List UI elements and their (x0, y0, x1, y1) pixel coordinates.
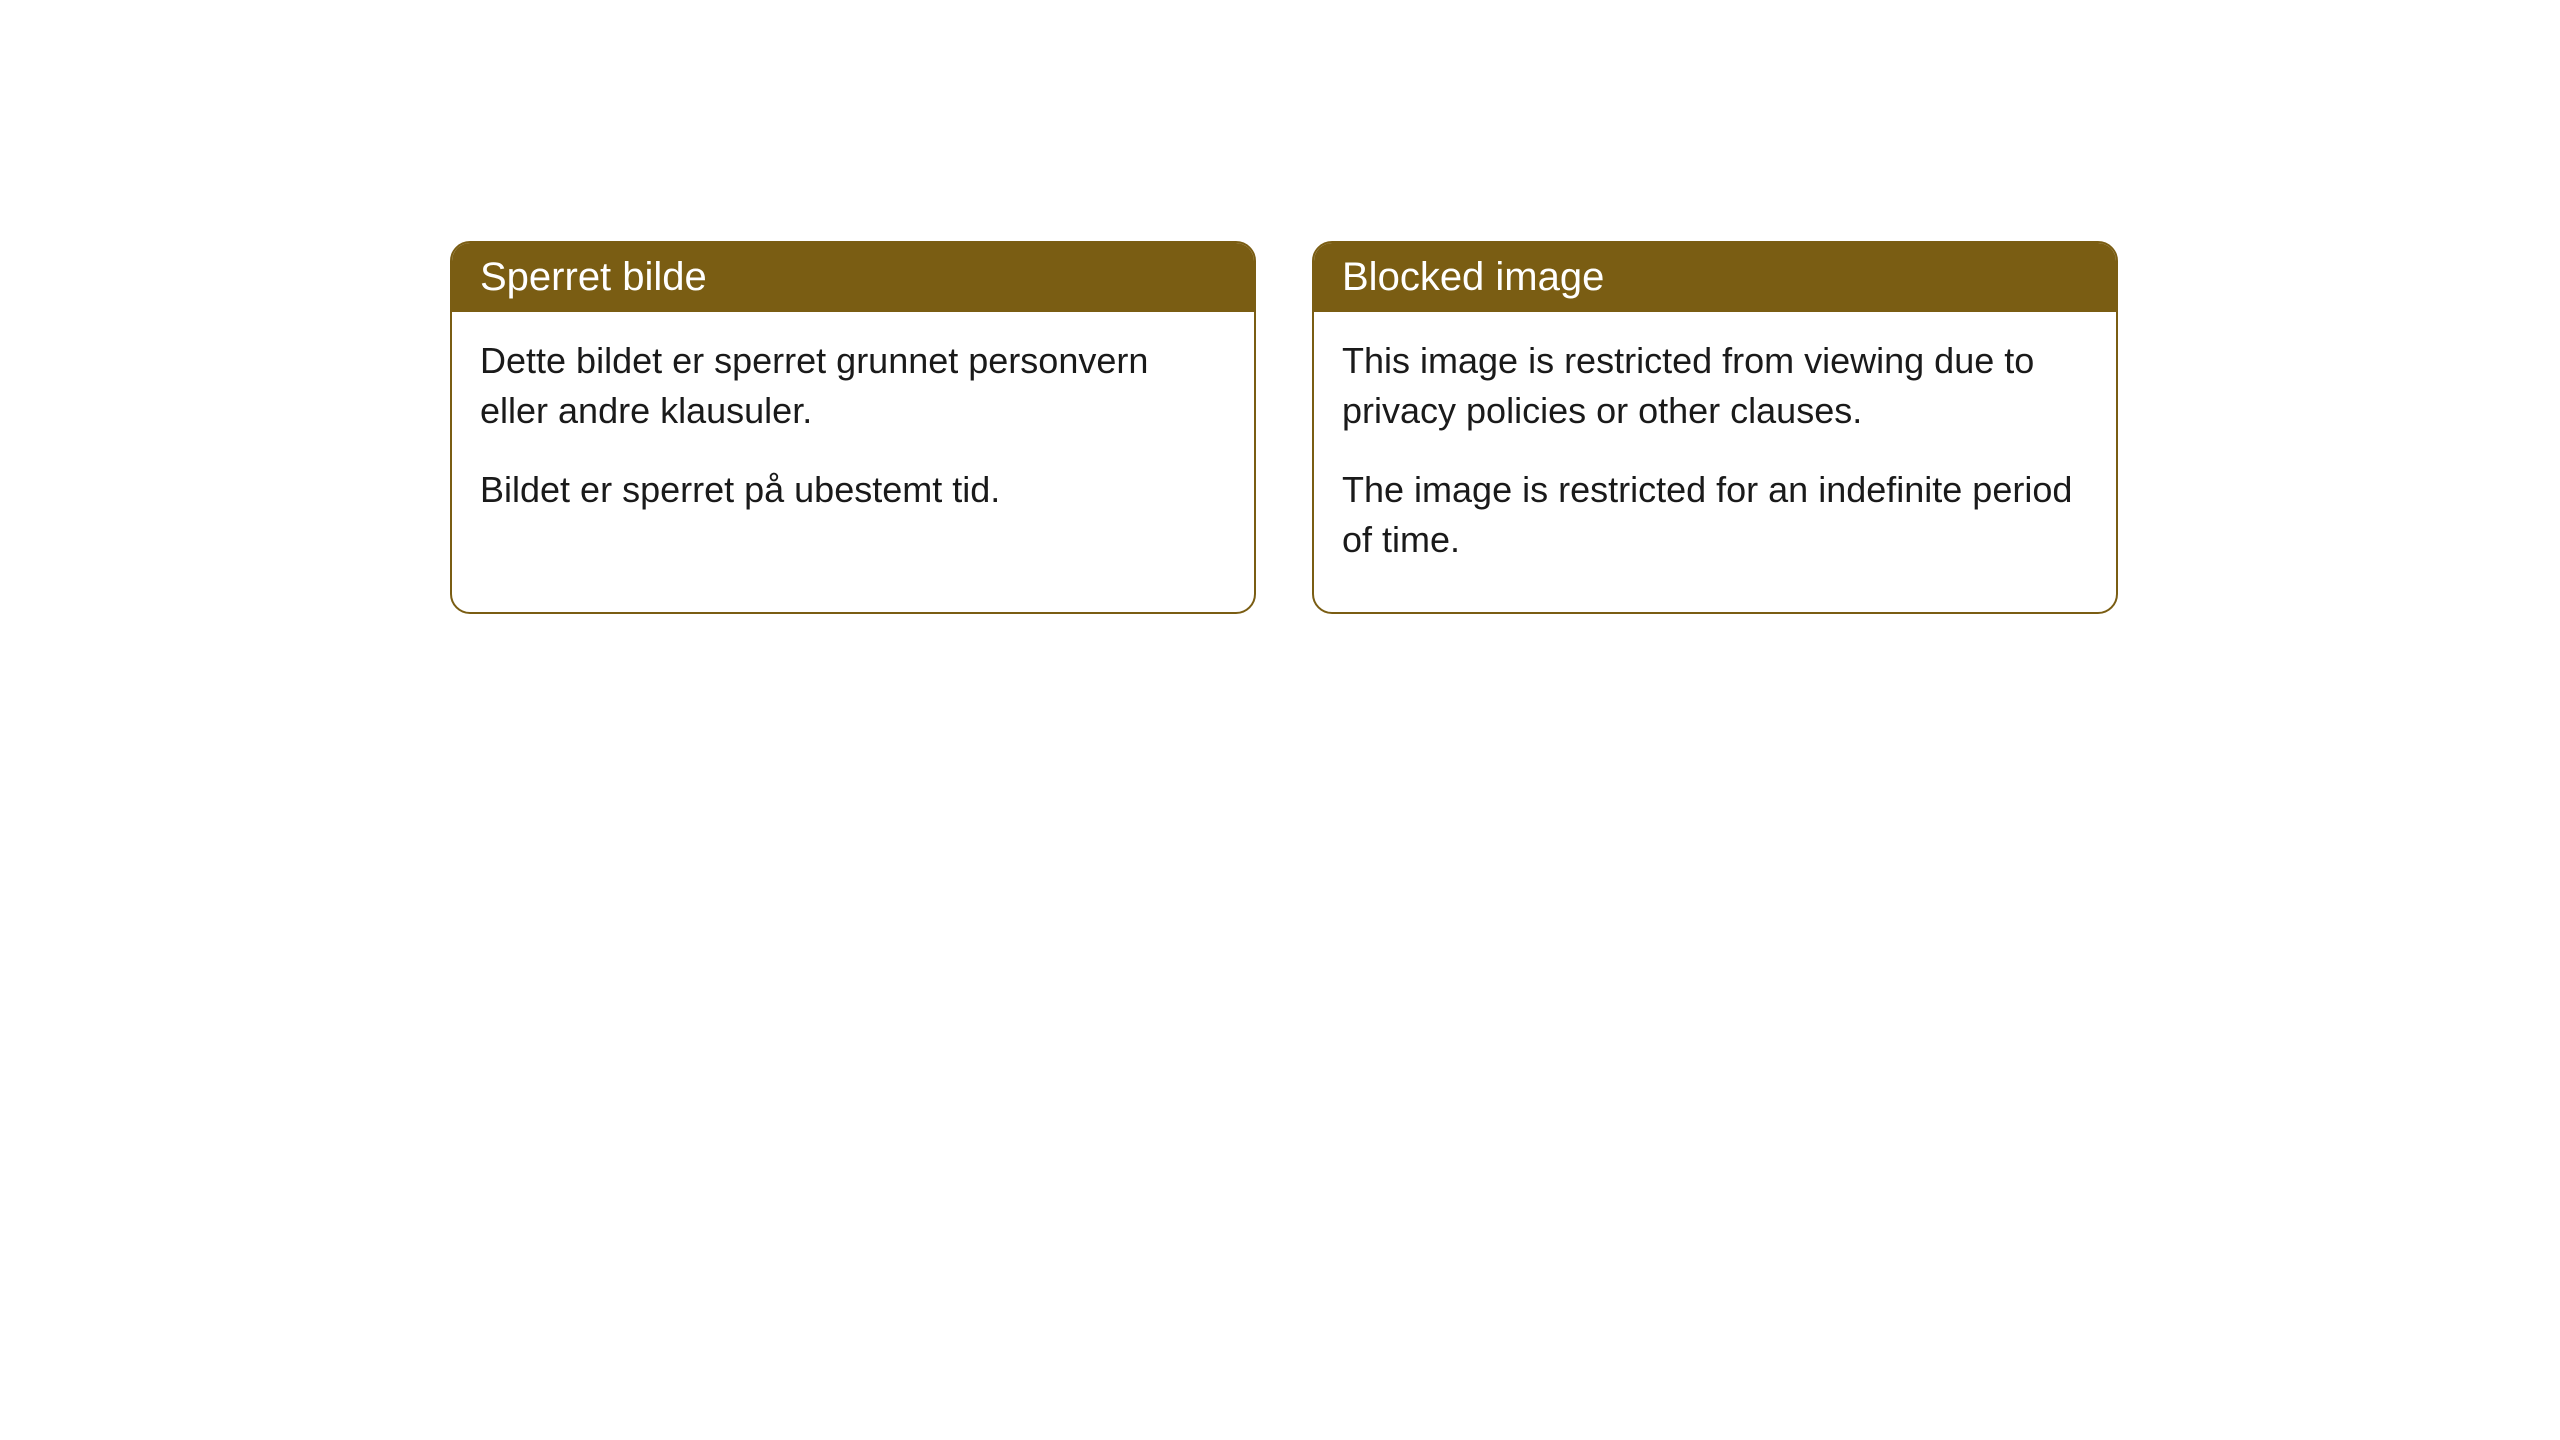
notice-card-norwegian: Sperret bilde Dette bildet er sperret gr… (450, 241, 1256, 614)
card-title: Blocked image (1342, 255, 1604, 299)
card-header: Sperret bilde (452, 243, 1254, 312)
card-header: Blocked image (1314, 243, 2116, 312)
card-paragraph: The image is restricted for an indefinit… (1342, 465, 2088, 566)
notice-cards-container: Sperret bilde Dette bildet er sperret gr… (450, 241, 2118, 614)
card-body: This image is restricted from viewing du… (1314, 312, 2116, 612)
card-paragraph: Dette bildet er sperret grunnet personve… (480, 336, 1226, 437)
card-paragraph: This image is restricted from viewing du… (1342, 336, 2088, 437)
card-body: Dette bildet er sperret grunnet personve… (452, 312, 1254, 561)
card-paragraph: Bildet er sperret på ubestemt tid. (480, 465, 1226, 515)
card-title: Sperret bilde (480, 255, 707, 299)
notice-card-english: Blocked image This image is restricted f… (1312, 241, 2118, 614)
